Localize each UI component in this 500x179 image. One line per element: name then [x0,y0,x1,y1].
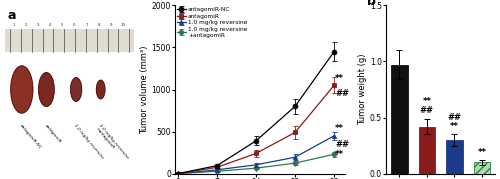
Text: 6: 6 [73,23,76,27]
Text: **: ** [335,150,344,159]
Ellipse shape [11,66,33,113]
Text: ##: ## [420,106,434,115]
Text: 4: 4 [49,23,51,27]
Ellipse shape [38,73,54,106]
Text: antagomiR-NC: antagomiR-NC [18,123,42,150]
Text: ##: ## [448,113,462,122]
Text: 1.0 mg/kg reversine
+antagomiR: 1.0 mg/kg reversine +antagomiR [94,123,129,162]
Text: antagomiR: antagomiR [44,123,62,144]
Y-axis label: Tumor weight (g): Tumor weight (g) [358,54,367,125]
Text: ##: ## [335,90,349,98]
Text: 7: 7 [85,23,87,27]
Bar [391,65,407,174]
Text: **: ** [478,148,486,157]
Text: b: b [366,0,376,8]
Y-axis label: Tumor volume (mm³): Tumor volume (mm³) [140,45,149,134]
Text: **: ** [450,122,459,131]
Text: 5: 5 [61,23,64,27]
Text: 1.0 mg/kg reversine: 1.0 mg/kg reversine [73,123,104,159]
Text: **: ** [335,124,344,133]
Text: ##: ## [335,140,349,149]
Text: 10: 10 [120,23,125,27]
Bar [474,162,490,174]
Text: 1: 1 [13,23,16,27]
Text: **: ** [335,74,344,83]
Text: 2: 2 [25,23,28,27]
Ellipse shape [70,78,82,101]
Text: 3: 3 [37,23,40,27]
Text: a: a [8,9,16,22]
FancyBboxPatch shape [5,29,134,52]
Bar [418,127,435,174]
Text: 8: 8 [98,23,100,27]
Ellipse shape [96,80,105,99]
Text: **: ** [422,97,432,106]
Text: 9: 9 [110,23,112,27]
Legend: antagomiR-NC, antagomiR, 1.0 mg/kg reversine, 1.0 mg/kg reversine
+antagomiR: antagomiR-NC, antagomiR, 1.0 mg/kg rever… [176,7,248,38]
Bar [446,140,462,174]
